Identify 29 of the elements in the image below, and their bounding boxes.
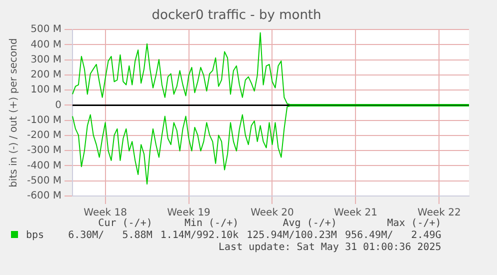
y-tick-label: -200 M (26, 130, 62, 142)
y-tick-label: -600 M (26, 190, 62, 202)
text: 1.14M/992.10k (159, 229, 240, 242)
y-tick-label: 200 M (30, 70, 62, 81)
y-tick-label: -500 M (26, 175, 62, 186)
text: Last update: Sat May 31 01:00:36 2025 (218, 242, 442, 253)
y-tick-label: -400 M (26, 160, 62, 172)
y-tick-label: -100 M (26, 114, 62, 126)
y-axis-title: bits in (-) / out (+) per second (8, 38, 20, 188)
legend-label: bps (25, 230, 44, 241)
y-tick-label: 100 M (30, 84, 62, 96)
x-tick-label: Week 22 (418, 208, 461, 219)
text: 956.49M/ 2.49G (344, 229, 442, 242)
x-tick-label: Week 21 (334, 208, 378, 219)
chart-title: docker0 traffic - by month (152, 8, 322, 24)
text: Max (-/+) (386, 218, 442, 229)
y-tick-label: 300 M (30, 54, 62, 66)
text: 125.94M/100.23M (246, 229, 338, 242)
y-tick-label: -300 M (26, 145, 62, 156)
text: 6.30M/ 5.88M (67, 229, 154, 242)
x-tick-label: Week 20 (250, 208, 294, 219)
text: Cur (-/+) (97, 218, 154, 229)
x-tick-label: Week 19 (167, 208, 210, 219)
text: Min (-/+) (183, 218, 240, 229)
y-tick-label: 0 (55, 100, 62, 111)
y-tick-label: 400 M (30, 39, 62, 50)
y-tick-label: 500 M (30, 24, 62, 36)
text: Avg (-/+) (282, 218, 338, 229)
x-tick-label: Week 18 (84, 208, 127, 219)
